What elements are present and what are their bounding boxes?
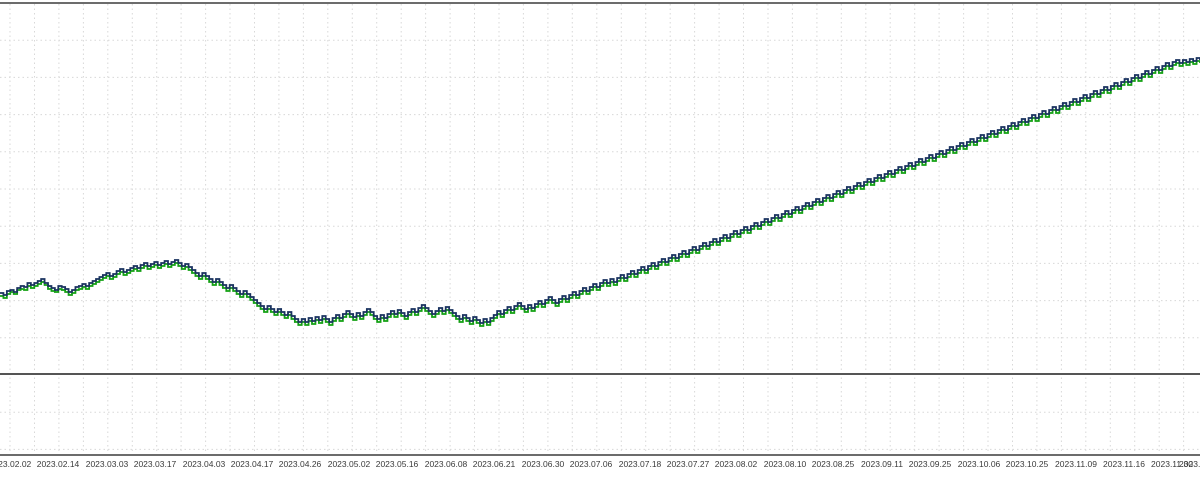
- vertical-gridlines: [9, 4, 1185, 454]
- series-line-balance: [0, 57, 1200, 324]
- horizontal-gridlines: [0, 39, 1200, 450]
